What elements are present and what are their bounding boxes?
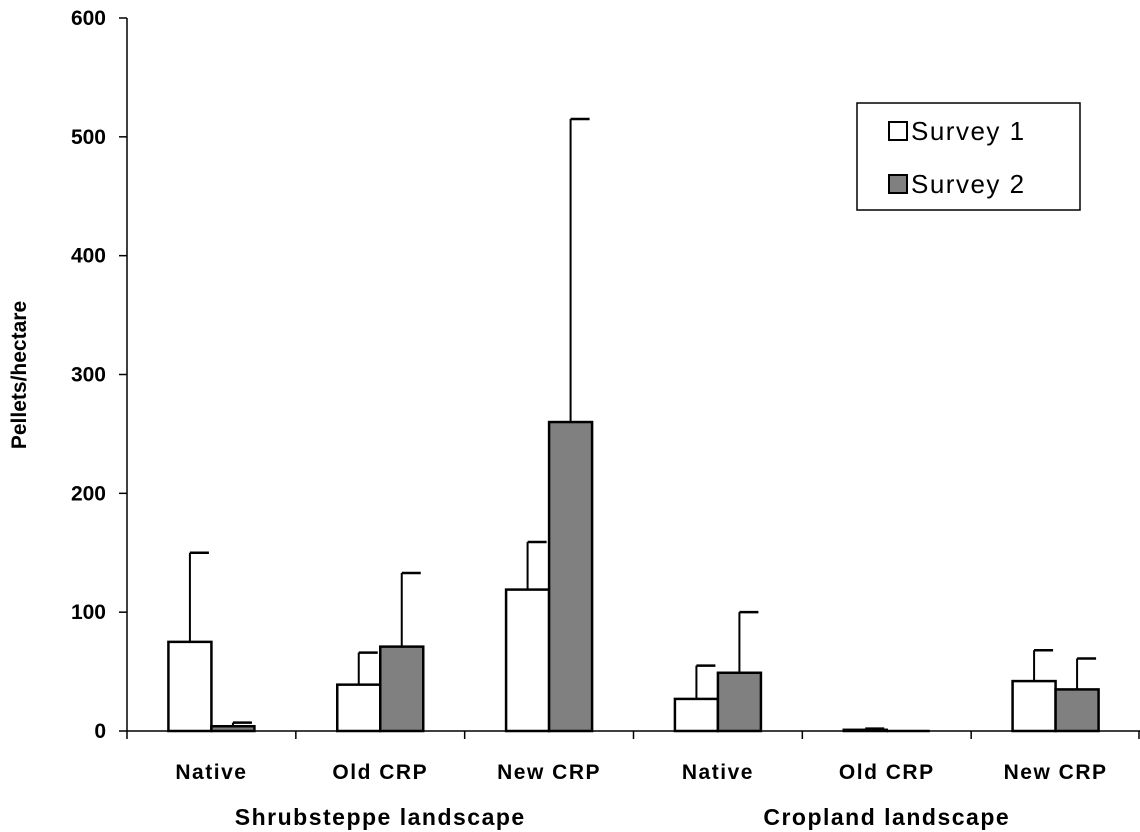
bar-2-5 (1054, 688, 1100, 733)
legend-label-2: Survey 2 (911, 169, 1026, 199)
bar-1-0 (167, 640, 213, 733)
y-tick-label: 400 (71, 245, 106, 268)
bar-1-3 (673, 697, 720, 733)
legend-swatch-2 (888, 174, 908, 194)
y-axis-title: Pellets/hectare (8, 301, 31, 449)
legend: Survey 1 Survey 2 (856, 102, 1081, 211)
category-label: New CRP (497, 761, 601, 784)
x-axis (126, 730, 1140, 739)
bar-2-3 (716, 671, 763, 733)
category-label: New CRP (1004, 761, 1108, 784)
category-labels: Native Old CRP New CRP Native Old CRP New CRP (175, 761, 1108, 784)
y-tick-label: 0 (94, 720, 106, 743)
group-label: Cropland landscape (763, 804, 1010, 830)
y-tick-label: 500 (71, 126, 106, 149)
y-axis: 0 100 200 300 400 500 600 (71, 7, 128, 743)
y-tick-label: 200 (71, 482, 106, 505)
error-bars (188, 117, 1097, 730)
bar-1-5 (1011, 679, 1057, 733)
legend-label-1: Survey 1 (911, 116, 1026, 146)
category-label: Native (682, 761, 754, 784)
bar-2-1 (379, 645, 425, 733)
y-tick-label: 100 (71, 601, 106, 624)
category-label: Old CRP (839, 761, 935, 784)
group-labels: Shrubsteppe landscape Cropland landscape (235, 804, 1010, 830)
y-tick-label: 300 (71, 364, 106, 387)
legend-swatch-1 (888, 121, 908, 141)
bar-1-1 (336, 683, 382, 733)
category-label: Old CRP (332, 761, 428, 784)
bars (167, 420, 1100, 733)
bar-2-0 (210, 724, 256, 733)
category-label: Native (175, 761, 247, 784)
group-label: Shrubsteppe landscape (235, 804, 526, 830)
bar-1-2 (504, 588, 551, 733)
bar-2-2 (547, 420, 594, 733)
y-tick-label: 600 (71, 7, 106, 30)
bar-1-4 (842, 728, 888, 733)
